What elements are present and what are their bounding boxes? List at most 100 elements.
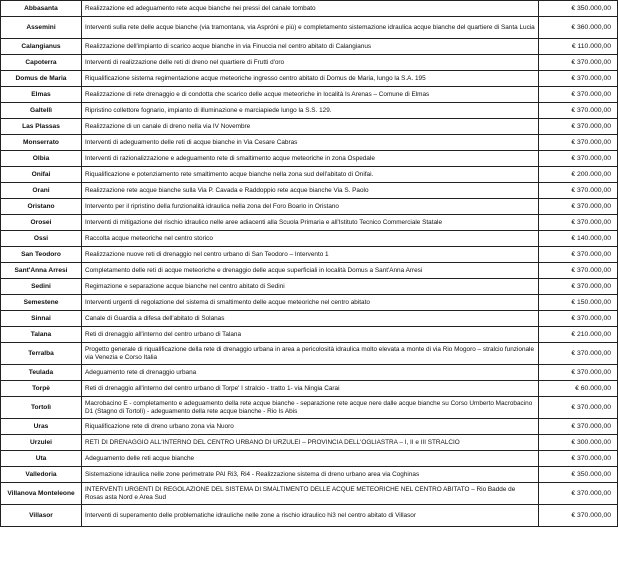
municipality-cell: Las Plassas (0, 118, 82, 135)
amount-cell: € 370.000,00 (538, 262, 618, 279)
municipality-cell: Abbasanta (0, 0, 82, 17)
intervention-cell: Raccolta acque meteoriche nel centro sto… (81, 230, 539, 247)
municipality-cell: Orosei (0, 214, 82, 231)
intervention-cell: Interventi sulla rete delle acque bianch… (81, 16, 539, 39)
table-row: Valledoria Sistemazione idraulica nelle z… (0, 466, 618, 483)
intervention-cell: Riqualificazione rete di dreno urbano zo… (81, 418, 539, 435)
intervention-cell: Riqualificazione e potenziamento rete sm… (81, 166, 539, 183)
amount-cell: € 370.000,00 (538, 396, 618, 419)
table-row: Ossi Raccolta acque meteoriche nel centro… (0, 230, 618, 247)
municipality-cell: Sedini (0, 278, 82, 295)
municipality-cell: Uras (0, 418, 82, 435)
municipality-cell: Teulada (0, 364, 82, 381)
intervention-cell: Realizzazione dell'impianto di scarico a… (81, 38, 539, 55)
table-body: Abbasanta Realizzazione ed adeguamento re… (0, 0, 618, 527)
municipality-cell: Torpè (0, 380, 82, 397)
amount-cell: € 370.000,00 (538, 246, 618, 263)
amount-cell: € 370.000,00 (538, 102, 618, 119)
municipality-cell: Orani (0, 182, 82, 199)
municipality-cell: Calangianus (0, 38, 82, 55)
amount-cell: € 370.000,00 (538, 482, 618, 505)
intervention-cell: Interventi di realizzazione delle reti d… (81, 54, 539, 71)
table-row: Tortolì Macrobacino E - completamento e a… (0, 396, 618, 419)
amount-cell: € 370.000,00 (538, 342, 618, 365)
municipality-cell: Assemini (0, 16, 82, 39)
municipality-cell: Capoterra (0, 54, 82, 71)
intervention-cell: Ripristino collettore fognario, impianto… (81, 102, 539, 119)
intervention-cell: Intervento per il ripristino della funzi… (81, 198, 539, 215)
table-row: Elmas Realizzazione di rete drenaggio e d… (0, 86, 618, 103)
intervention-cell: Interventi di mitigazione del rischio id… (81, 214, 539, 231)
amount-cell: € 370.000,00 (538, 150, 618, 167)
amount-cell: € 200.000,00 (538, 166, 618, 183)
municipality-cell: Villasor (0, 504, 82, 527)
amount-cell: € 370.000,00 (538, 214, 618, 231)
intervention-cell: Reti di drenaggio all'interno del centro… (81, 326, 539, 343)
municipality-cell: Uta (0, 450, 82, 467)
intervention-cell: Realizzazione di un canale di dreno nell… (81, 118, 539, 135)
table-row: Calangianus Realizzazione dell'impianto d… (0, 38, 618, 55)
amount-cell: € 370.000,00 (538, 278, 618, 295)
municipality-cell: Semestene (0, 294, 82, 311)
intervention-cell: Completamento delle reti di acque meteor… (81, 262, 539, 279)
table-row: Sinnai Canale di Guardia a difesa dell'ab… (0, 310, 618, 327)
municipality-cell: Sinnai (0, 310, 82, 327)
intervention-cell: Progetto generale di riqualificazione de… (81, 342, 539, 365)
intervention-cell: Interventi di superamento delle problema… (81, 504, 539, 527)
table-row: Sedini Regimazione e separazione acque bi… (0, 278, 618, 295)
amount-cell: € 300.000,00 (538, 434, 618, 451)
municipality-cell: San Teodoro (0, 246, 82, 263)
table-row: Uta Adeguamento delle reti acque bianche €… (0, 450, 618, 467)
amount-cell: € 350.000,00 (538, 0, 618, 17)
municipality-cell: Onifai (0, 166, 82, 183)
intervention-cell: Canale di Guardia a difesa dell'abitato … (81, 310, 539, 327)
intervention-cell: Reti di drenaggio all'interno del centro… (81, 380, 539, 397)
intervention-cell: Interventi di razionalizzazione e adegua… (81, 150, 539, 167)
amount-cell: € 110.000,00 (538, 38, 618, 55)
municipality-cell: Oristano (0, 198, 82, 215)
municipality-cell: Tortolì (0, 396, 82, 419)
intervention-cell: Interventi urgenti di regolazione del si… (81, 294, 539, 311)
intervention-cell: Realizzazione nuove reti di drenaggio ne… (81, 246, 539, 263)
table-row: Teulada Adeguamento rete di drenaggio urb… (0, 364, 618, 381)
municipality-cell: Monserrato (0, 134, 82, 151)
municipality-cell: Ossi (0, 230, 82, 247)
amount-cell: € 350.000,00 (538, 466, 618, 483)
intervention-cell: Realizzazione rete acque bianche sulla V… (81, 182, 539, 199)
table-row: Semestene Interventi urgenti di regolazio… (0, 294, 618, 311)
amount-cell: € 370.000,00 (538, 86, 618, 103)
table-row: Assemini Interventi sulla rete delle acqu… (0, 16, 618, 39)
amount-cell: € 150.000,00 (538, 294, 618, 311)
municipality-cell: Terralba (0, 342, 82, 365)
municipality-cell: Elmas (0, 86, 82, 103)
table-row: Las Plassas Realizzazione di un canale di… (0, 118, 618, 135)
intervention-cell: RETI DI DRENAGGIO ALL'INTERNO DEL CENTRO… (81, 434, 539, 451)
intervention-cell: Interventi di adeguamento delle reti di … (81, 134, 539, 151)
table-row: Capoterra Interventi di realizzazione del… (0, 54, 618, 71)
table-row: Oristano Intervento per il ripristino del… (0, 198, 618, 215)
municipality-cell: Domus de Maria (0, 70, 82, 87)
table-row: Talana Reti di drenaggio all'interno del … (0, 326, 618, 343)
municipality-cell: Urzulei (0, 434, 82, 451)
intervention-cell: INTERVENTI URGENTI DI REGOLAZIONE DEL SI… (81, 482, 539, 505)
amount-cell: € 360.000,00 (538, 16, 618, 39)
amount-cell: € 370.000,00 (538, 182, 618, 199)
table-row: Monserrato Interventi di adeguamento dell… (0, 134, 618, 151)
amount-cell: € 370.000,00 (538, 310, 618, 327)
amount-cell: € 370.000,00 (538, 364, 618, 381)
amount-cell: € 370.000,00 (538, 450, 618, 467)
municipality-cell: Talana (0, 326, 82, 343)
municipality-cell: Sant'Anna Arresi (0, 262, 82, 279)
municipality-cell: Villanova Monteleone (0, 482, 82, 505)
table-row: Sant'Anna Arresi Completamento delle reti… (0, 262, 618, 279)
table-row: Villasor Interventi di superamento delle … (0, 504, 618, 527)
intervention-cell: Realizzazione ed adeguamento rete acque … (81, 0, 539, 17)
intervention-cell: Adeguamento delle reti acque bianche (81, 450, 539, 467)
intervention-cell: Regimazione e separazione acque bianche … (81, 278, 539, 295)
table-row: Urzulei RETI DI DRENAGGIO ALL'INTERNO DEL… (0, 434, 618, 451)
amount-cell: € 370.000,00 (538, 70, 618, 87)
intervention-cell: Realizzazione di rete drenaggio e di con… (81, 86, 539, 103)
table-row: Galtellì Ripristino collettore fognario, … (0, 102, 618, 119)
table-row: Orani Realizzazione rete acque bianche su… (0, 182, 618, 199)
amount-cell: € 370.000,00 (538, 418, 618, 435)
